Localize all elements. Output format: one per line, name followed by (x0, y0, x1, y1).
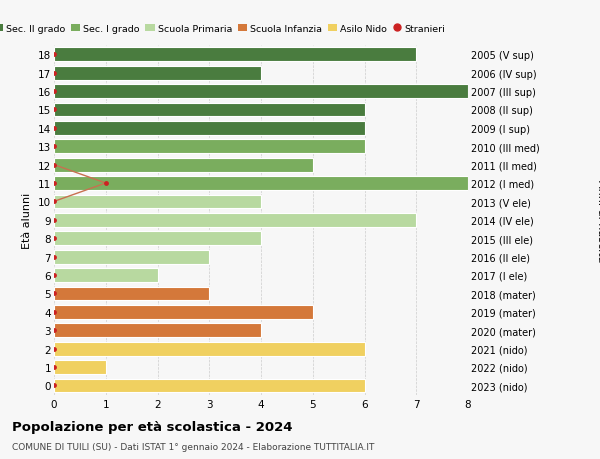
Bar (54, 122, 365, 135)
Bar (54, 379, 365, 392)
Bar (54, 213, 416, 227)
Bar (54, 342, 365, 356)
Bar (54, 67, 261, 80)
Bar (54, 140, 365, 154)
Legend: Sec. II grado, Sec. I grado, Scuola Primaria, Scuola Infanzia, Asilo Nido, Stran: Sec. II grado, Sec. I grado, Scuola Prim… (0, 21, 449, 38)
Text: Popolazione per età scolastica - 2024: Popolazione per età scolastica - 2024 (12, 420, 293, 433)
Y-axis label: Anni di nascita: Anni di nascita (596, 179, 600, 262)
Bar (54, 195, 261, 209)
Bar (54, 360, 106, 374)
Bar (54, 48, 416, 62)
Bar (54, 158, 313, 172)
Y-axis label: Età alunni: Età alunni (22, 192, 32, 248)
Bar (54, 305, 313, 319)
Bar (54, 85, 468, 99)
Text: COMUNE DI TUILI (SU) - Dati ISTAT 1° gennaio 2024 - Elaborazione TUTTITALIA.IT: COMUNE DI TUILI (SU) - Dati ISTAT 1° gen… (12, 442, 374, 451)
Bar (54, 177, 468, 190)
Bar (54, 269, 157, 282)
Bar (54, 103, 365, 117)
Bar (54, 324, 261, 337)
Bar (54, 232, 261, 246)
Bar (54, 250, 209, 264)
Bar (54, 287, 209, 301)
